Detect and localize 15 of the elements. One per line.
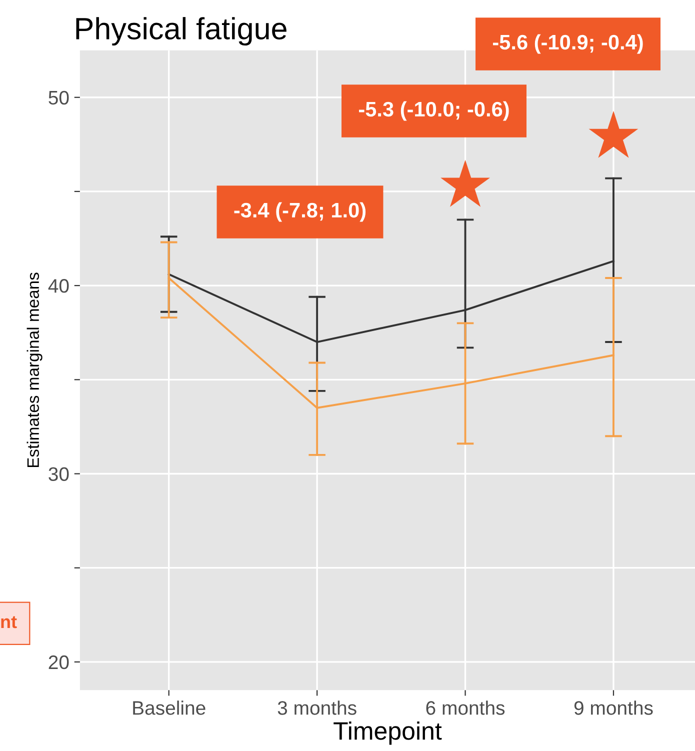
annotation: -5.6 (-10.9; -0.4) xyxy=(492,34,643,54)
x-tick-label: 6 months xyxy=(426,700,505,715)
y-tick-label: 30 xyxy=(48,467,69,481)
y-tick-label: 50 xyxy=(48,90,69,105)
x-tick-label: 3 months xyxy=(278,700,356,715)
text: nt xyxy=(1,616,17,628)
x-axis-title: Timepoint xyxy=(334,721,442,745)
x-tick-label: 9 months xyxy=(574,700,653,715)
y-tick-label: 40 xyxy=(48,279,69,293)
chart-title: Physical fatigue xyxy=(76,17,286,46)
y-axis-title: Estimates marginal means xyxy=(26,272,42,468)
x-tick-label: Baseline xyxy=(133,700,206,715)
annotation: -5.3 (-10.0; -0.6) xyxy=(358,101,509,121)
y-tick-label: 20 xyxy=(48,655,69,670)
annotation: -3.4 (-7.8; 1.0) xyxy=(234,202,366,222)
